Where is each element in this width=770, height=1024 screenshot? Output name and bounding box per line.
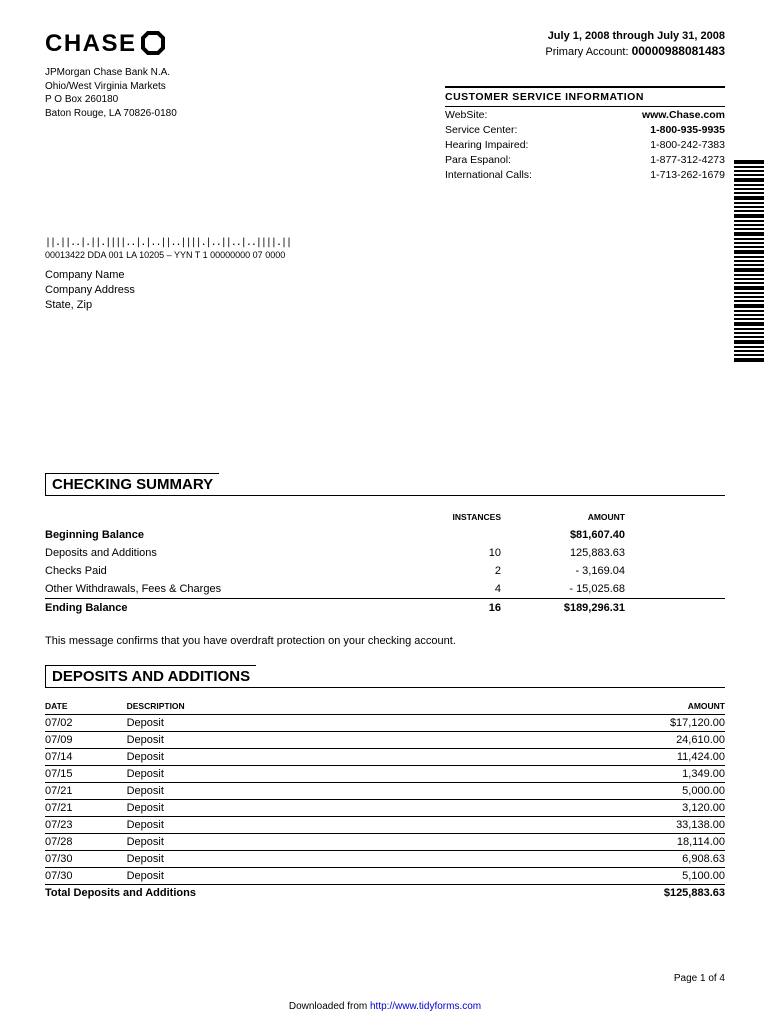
mailing-code: 00013422 DDA 001 LA 10205 – YYN T 1 0000… — [45, 250, 725, 260]
download-link[interactable]: http://www.tidyforms.com — [370, 1001, 481, 1012]
deposit-row: 07/14Deposit11,424.00 — [45, 748, 725, 765]
logo-text: CHASE — [45, 30, 137, 58]
deposit-row: 07/30Deposit5,100.00 — [45, 867, 725, 884]
mailing-address-block: ||.||..|.||.||||..|.|..||..||||.|..||..|… — [45, 237, 725, 313]
bank-logo: CHASE — [45, 30, 445, 58]
deposit-row: 07/23Deposit33,138.00 — [45, 816, 725, 833]
side-barcode — [734, 160, 764, 360]
summary-row: Beginning Balance$81,607.40 — [45, 526, 725, 544]
deposit-row: 07/30Deposit6,908.63 — [45, 850, 725, 867]
deposit-row: 07/02Deposit$17,120.00 — [45, 714, 725, 731]
deposit-row: 07/15Deposit1,349.00 — [45, 765, 725, 782]
customer-service-row: WebSite:www.Chase.com — [445, 107, 725, 122]
download-note: Downloaded from http://www.tidyforms.com — [0, 1001, 770, 1012]
checking-summary-table: INSTANCES AMOUNT Beginning Balance$81,60… — [45, 508, 725, 617]
deposit-row: 07/21Deposit3,120.00 — [45, 799, 725, 816]
checking-summary-title: CHECKING SUMMARY — [45, 473, 219, 496]
deposits-total-row: Total Deposits and Additions$125,883.63 — [45, 884, 725, 901]
summary-row: Deposits and Additions10125,883.63 — [45, 544, 725, 562]
postal-barcode: ||.||..|.||.||||..|.|..||..||||.|..||..|… — [45, 237, 725, 248]
deposit-row: 07/28Deposit18,114.00 — [45, 833, 725, 850]
deposits-title: DEPOSITS AND ADDITIONS — [45, 665, 256, 688]
customer-service-row: International Calls:1-713-262-1679 — [445, 167, 725, 182]
page-indicator: Page 1 of 4 — [45, 973, 725, 984]
customer-service-row: Hearing Impaired:1-800-242-7383 — [445, 137, 725, 152]
overdraft-message: This message confirms that you have over… — [45, 635, 725, 647]
customer-service-box: CUSTOMER SERVICE INFORMATION WebSite:www… — [445, 86, 725, 182]
statement-period: July 1, 2008 through July 31, 2008 — [445, 30, 725, 42]
bank-address: JPMorgan Chase Bank N.A. Ohio/West Virgi… — [45, 66, 445, 120]
summary-row: Ending Balance16$189,296.31 — [45, 598, 725, 617]
summary-row: Other Withdrawals, Fees & Charges4- 15,0… — [45, 580, 725, 599]
customer-service-row: Para Espanol:1-877-312-4273 — [445, 152, 725, 167]
deposit-row: 07/09Deposit24,610.00 — [45, 731, 725, 748]
customer-service-row: Service Center:1-800-935-9935 — [445, 122, 725, 137]
customer-service-title: CUSTOMER SERVICE INFORMATION — [445, 88, 725, 107]
primary-account: Primary Account: 00000988081483 — [445, 44, 725, 58]
chase-octagon-icon — [141, 31, 165, 58]
company-name: Company Name — [45, 268, 725, 283]
deposits-table: DATE DESCRIPTION AMOUNT 07/02Deposit$17,… — [45, 698, 725, 901]
company-address: Company Address — [45, 283, 725, 298]
company-state-zip: State, Zip — [45, 298, 725, 313]
summary-row: Checks Paid2- 3,169.04 — [45, 562, 725, 580]
deposit-row: 07/21Deposit5,000.00 — [45, 782, 725, 799]
